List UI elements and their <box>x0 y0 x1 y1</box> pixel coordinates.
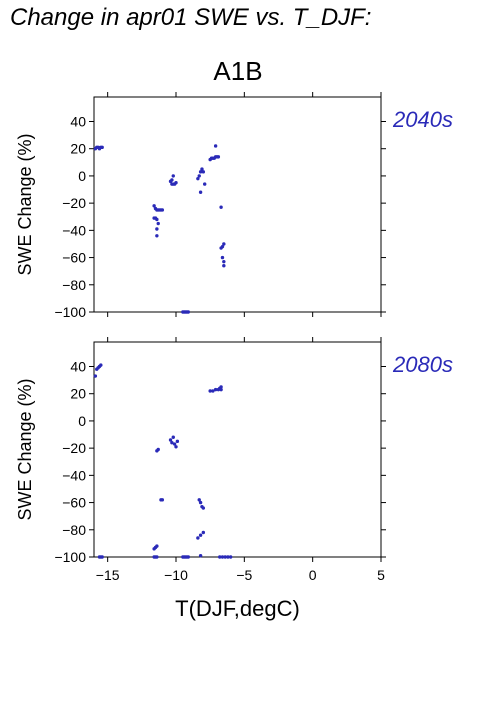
data-point <box>211 389 215 393</box>
x-tick-label: −15 <box>96 567 120 583</box>
x-tick-label: −5 <box>236 567 252 583</box>
data-point <box>213 387 218 392</box>
figure-title: Change in apr01 SWE vs. T_DJF: <box>10 4 372 31</box>
data-point <box>171 174 175 178</box>
data-point <box>99 363 103 367</box>
y-tick-label: 40 <box>70 358 86 374</box>
y-tick-label: −60 <box>62 495 86 511</box>
data-point <box>198 500 203 505</box>
y-tick-label: −40 <box>62 222 86 238</box>
data-point <box>203 182 207 186</box>
data-point <box>198 170 203 174</box>
data-point <box>168 438 173 442</box>
y-tick-label: 40 <box>70 113 86 129</box>
data-point <box>198 190 203 194</box>
data-point <box>198 533 203 537</box>
y-tick-label: −100 <box>54 304 86 320</box>
data-point <box>213 144 218 148</box>
data-point <box>186 310 190 314</box>
data-point <box>93 374 98 378</box>
y-tick-label: −80 <box>62 277 86 293</box>
y-tick-label: −100 <box>54 549 86 565</box>
x-tick-label: −10 <box>164 567 188 583</box>
data-point <box>201 506 206 510</box>
y-axis-label: SWE Change (%) <box>15 378 35 520</box>
data-point <box>170 440 174 445</box>
data-point <box>198 553 203 558</box>
data-point <box>222 242 226 246</box>
plot-frame <box>93 341 382 558</box>
scenario-title: A1B <box>213 56 263 86</box>
plot-frame <box>93 96 382 313</box>
data-point <box>223 555 227 559</box>
data-point <box>160 498 165 502</box>
data-point <box>156 221 160 226</box>
data-point <box>100 555 104 559</box>
y-tick-label: 20 <box>70 141 86 157</box>
y-tick-label: −20 <box>62 195 86 211</box>
data-point <box>219 205 223 209</box>
data-point <box>228 555 233 559</box>
data-point <box>220 255 225 260</box>
data-point <box>160 208 165 212</box>
data-point <box>186 555 190 559</box>
data-point <box>174 445 178 449</box>
data-point <box>226 555 230 559</box>
data-point <box>196 536 200 540</box>
y-axis-label: SWE Change (%) <box>15 133 35 275</box>
y-tick-label: 0 <box>78 413 86 429</box>
period-label: 2080s <box>392 352 453 377</box>
data-point <box>201 530 206 535</box>
data-point <box>201 170 206 174</box>
data-point <box>197 498 201 502</box>
x-tick-label: 5 <box>377 567 385 583</box>
period-label: 2040s <box>392 107 453 132</box>
y-tick-label: −20 <box>62 440 86 456</box>
data-point <box>222 259 226 264</box>
data-point <box>220 555 225 559</box>
data-point <box>208 389 212 393</box>
x-axis-label: T(DJF,degC) <box>175 596 300 621</box>
y-tick-label: 20 <box>70 386 86 402</box>
data-point <box>155 227 159 231</box>
data-point <box>100 145 104 150</box>
data-point <box>197 174 201 178</box>
data-point <box>156 447 160 452</box>
data-point <box>196 176 200 181</box>
data-point <box>155 555 159 559</box>
data-point <box>172 442 177 446</box>
data-point <box>170 178 174 182</box>
data-point <box>152 204 156 208</box>
data-point <box>218 555 222 559</box>
data-point <box>155 544 159 548</box>
data-point <box>174 181 178 185</box>
data-point <box>200 167 204 171</box>
data-point <box>155 217 159 222</box>
y-tick-label: −80 <box>62 522 86 538</box>
data-point <box>175 439 180 444</box>
data-point <box>155 234 159 238</box>
data-point <box>219 385 223 389</box>
data-point <box>216 155 221 159</box>
y-tick-label: 0 <box>78 168 86 184</box>
data-point <box>219 387 223 392</box>
data-point <box>222 264 226 268</box>
data-point <box>171 435 175 439</box>
data-point <box>220 244 225 249</box>
y-tick-label: −60 <box>62 250 86 266</box>
x-tick-label: 0 <box>309 567 317 583</box>
y-tick-label: −40 <box>62 467 86 483</box>
